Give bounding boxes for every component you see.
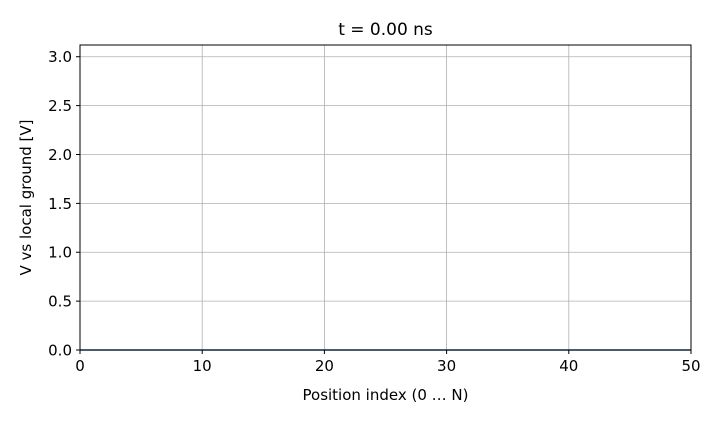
x-tick-label: 10	[193, 357, 212, 375]
x-tick-label: 40	[559, 357, 578, 375]
y-axis-label: V vs local ground [V]	[17, 119, 35, 275]
x-tick-label: 20	[315, 357, 334, 375]
plot-frame	[79, 44, 692, 351]
y-tick-label: 0.0	[48, 342, 72, 360]
y-tick-label: 0.5	[48, 293, 72, 311]
y-tick-label: 1.5	[48, 195, 72, 213]
y-tick-label: 1.0	[48, 244, 72, 262]
x-tick-label: 30	[437, 357, 456, 375]
y-tick-label: 2.5	[48, 97, 72, 115]
chart-title: t = 0.00 ns	[338, 20, 433, 40]
x-axis-label: Position index (0 … N)	[303, 386, 469, 404]
x-tick-label: 50	[681, 357, 700, 375]
ticks: 0 10 20 30 40 50 0.0 0.5 1.0 1.5 2.0 2.5 3.0	[48, 48, 700, 375]
x-tick-label: 0	[75, 357, 85, 375]
y-tick-label: 2.0	[48, 146, 72, 164]
grid	[79, 45, 692, 351]
y-tick-label: 3.0	[48, 48, 72, 66]
